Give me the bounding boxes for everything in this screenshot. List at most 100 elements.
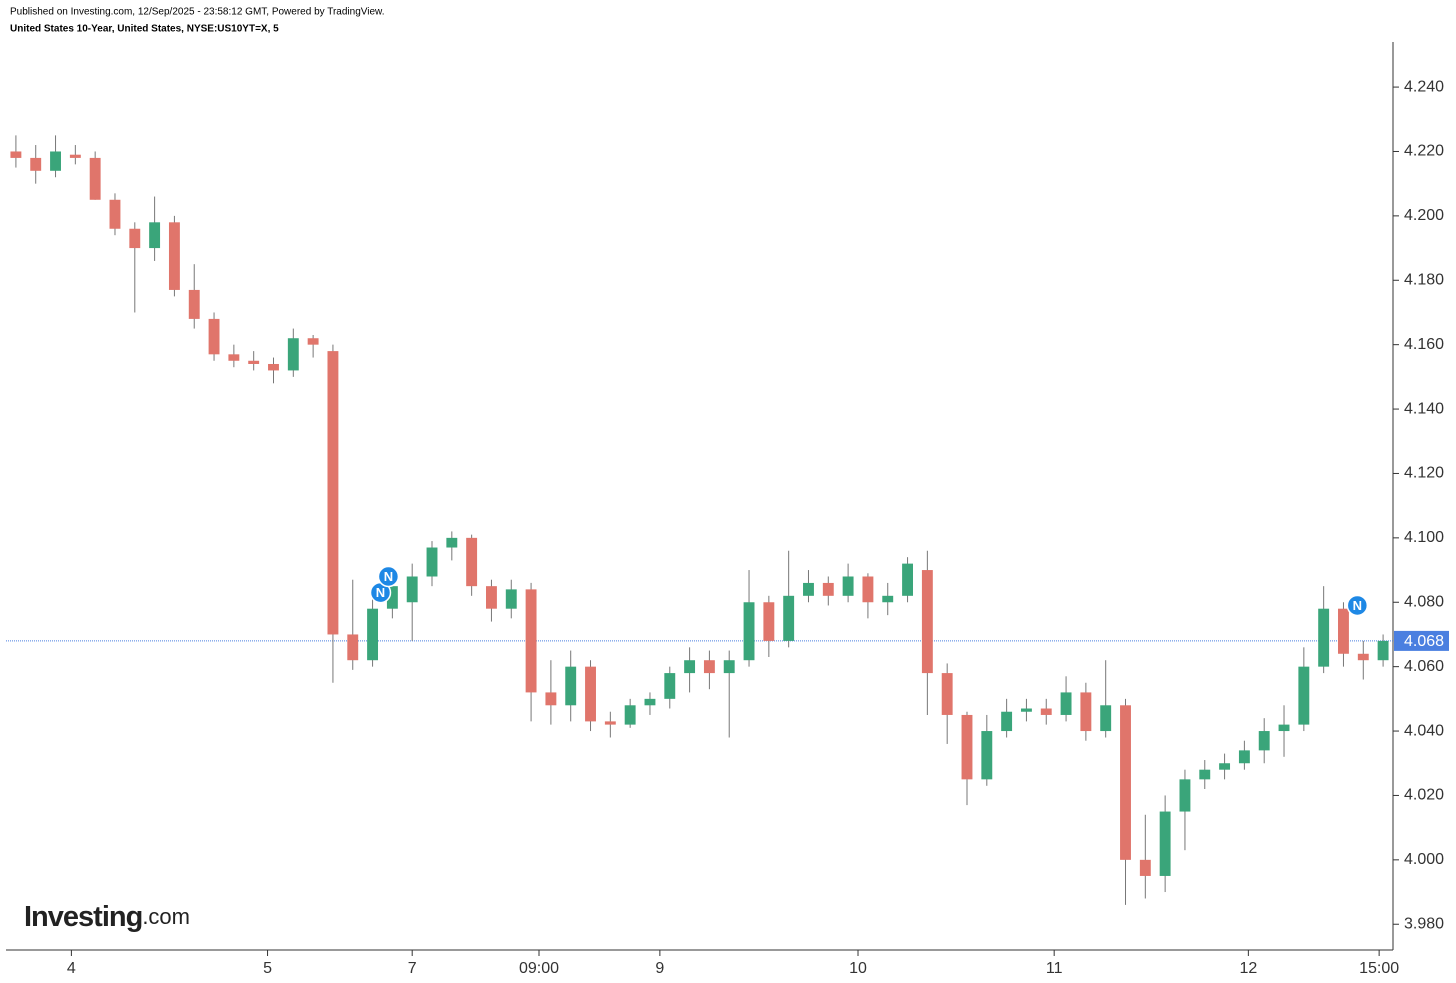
candle-body [743, 602, 755, 661]
candle-body [248, 360, 260, 364]
y-tick-label: 4.020 [1404, 787, 1444, 804]
candle-body [208, 318, 220, 355]
y-tick-label: 4.180 [1404, 271, 1444, 288]
y-tick-label: 4.240 [1404, 78, 1444, 95]
candle-body [268, 363, 279, 371]
x-tick-label: 7 [408, 960, 417, 977]
candle-body [1338, 608, 1349, 654]
candle-body [1238, 750, 1250, 764]
candle-body [1278, 724, 1290, 732]
candle-body [842, 576, 854, 596]
published-note: Published on Investing.com, 12/Sep/2025 … [10, 7, 385, 18]
logo-suffix: .com [142, 904, 190, 929]
candle-body [367, 608, 379, 661]
candle-body [30, 157, 42, 171]
candle-body [1100, 705, 1112, 732]
candle-body [822, 582, 834, 596]
symbol-title: United States 10-Year, United States, NY… [10, 24, 279, 35]
candle-body [1020, 708, 1032, 712]
candle-body [1080, 692, 1092, 732]
candle-body [1139, 859, 1151, 876]
candle-body [961, 714, 973, 780]
last-price-label: 4.068 [1404, 633, 1444, 650]
candle-body [1318, 608, 1330, 667]
candle-body [1159, 811, 1171, 876]
candle-body [585, 666, 596, 722]
x-tick-label: 09:00 [519, 960, 559, 977]
candle-body [10, 151, 22, 158]
candle-body [149, 222, 161, 249]
candle-body [902, 563, 913, 596]
y-tick-label: 4.040 [1404, 722, 1444, 739]
x-tick-label: 11 [1046, 960, 1063, 977]
candle-body [1219, 763, 1231, 770]
candle-body [446, 537, 458, 548]
candle-body [723, 660, 735, 674]
candle-body [188, 289, 200, 319]
candle-body [426, 547, 438, 577]
candle-body [763, 602, 775, 641]
candle-body [168, 222, 180, 290]
candle-body [624, 705, 636, 725]
candle-body [921, 570, 933, 674]
candle-body [228, 354, 240, 361]
candle-body [803, 582, 814, 596]
x-tick-label: 15:00 [1359, 960, 1399, 977]
y-tick-label: 4.080 [1404, 593, 1444, 610]
candle-body [466, 537, 478, 587]
candle-body [525, 589, 537, 693]
y-tick-label: 4.200 [1404, 207, 1444, 224]
candle-body [1179, 779, 1191, 812]
candle-body [565, 666, 577, 706]
candle-body [664, 673, 676, 699]
candle-body [1377, 640, 1389, 661]
candle-body [882, 595, 894, 603]
candle-body [486, 586, 497, 609]
candle-body [941, 673, 953, 715]
y-tick-label: 4.060 [1404, 658, 1444, 675]
candle-body [1120, 705, 1131, 860]
candle-body [862, 576, 874, 603]
x-tick-label: 12 [1239, 960, 1257, 977]
candle-body [981, 731, 993, 780]
candle-body [1040, 708, 1052, 715]
y-tick-label: 4.140 [1404, 400, 1444, 417]
x-tick-label: 10 [849, 960, 867, 977]
candle-body [545, 692, 557, 706]
news-marker-label: N [1353, 598, 1362, 613]
x-tick-label: 4 [67, 960, 76, 977]
candle-body [109, 199, 121, 229]
candle-body [1258, 731, 1270, 751]
candle-body [783, 595, 795, 641]
candle-body [684, 660, 696, 674]
candle-body [69, 154, 81, 158]
y-tick-label: 4.100 [1404, 529, 1444, 546]
y-tick-label: 4.000 [1404, 851, 1444, 868]
logo-brand-text: Investing [24, 901, 142, 933]
y-tick-label: 4.220 [1404, 143, 1444, 160]
news-marker [377, 565, 400, 588]
candle-body [287, 338, 299, 371]
candle-body [327, 351, 339, 635]
news-marker-label: N [376, 585, 385, 600]
candle-body [89, 157, 101, 200]
logo-brand: Investing.com [24, 901, 190, 933]
candle-body [406, 576, 418, 603]
news-marker-label: N [384, 569, 393, 584]
candle-body [129, 228, 141, 249]
candle-body [1060, 692, 1072, 715]
candle-body [386, 586, 398, 609]
last-price-box [1394, 630, 1449, 651]
candle-body [1199, 769, 1211, 780]
candle-body [703, 660, 715, 674]
candle-body [1298, 666, 1310, 725]
x-tick-label: 9 [655, 960, 664, 977]
candle-body [307, 338, 319, 345]
news-marker [1346, 594, 1369, 617]
candle-body [347, 634, 359, 661]
candle-body [505, 589, 517, 609]
candle-body [604, 721, 616, 725]
y-tick-label: 4.160 [1404, 336, 1444, 353]
candle-body [1001, 711, 1013, 732]
